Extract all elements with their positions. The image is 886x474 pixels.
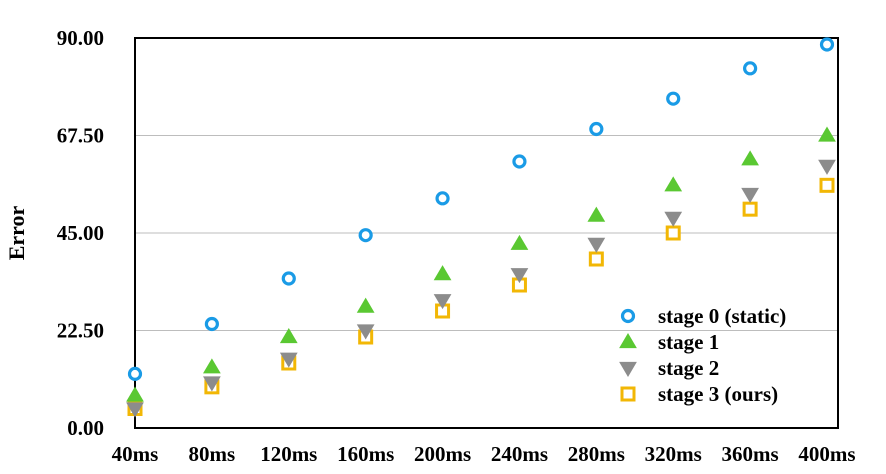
data-point: [819, 37, 835, 52]
legend-item: stage 0 (static): [620, 304, 786, 328]
data-point: [358, 228, 373, 243]
legend-item: stage 1: [619, 330, 719, 354]
data-point: [356, 297, 375, 313]
data-point: [587, 206, 606, 222]
data-point: [433, 294, 452, 310]
x-tick-label: 160ms: [337, 442, 394, 466]
y-tick-label: 67.50: [57, 124, 104, 148]
data-point: [819, 177, 835, 193]
x-tick-label: 400ms: [798, 442, 855, 466]
data-point: [433, 265, 452, 281]
x-tick-label: 280ms: [568, 442, 625, 466]
data-point: [204, 316, 219, 332]
legend-item: stage 3 (ours): [620, 382, 778, 406]
legend-item: stage 2: [619, 356, 719, 380]
data-point: [818, 126, 836, 142]
legend-label: stage 1: [658, 330, 719, 354]
data-point: [588, 251, 604, 267]
x-tick-label: 240ms: [491, 442, 548, 466]
data-point: [512, 154, 527, 169]
legend-label: stage 3 (ours): [658, 382, 778, 406]
x-tick-label: 200ms: [414, 442, 471, 466]
legend-label: stage 2: [658, 356, 719, 380]
legend-marker: [620, 386, 636, 402]
series-2: [126, 159, 836, 418]
data-point: [203, 358, 221, 374]
data-point: [741, 187, 759, 203]
data-point: [742, 201, 758, 217]
y-tick-label: 22.50: [57, 319, 104, 343]
series-3: [127, 177, 835, 416]
data-point: [741, 150, 759, 166]
y-tick-labels: 0.00 22.50 45.00 67.50 90.00: [57, 26, 104, 440]
data-point: [743, 61, 758, 76]
y-tick-label: 0.00: [67, 416, 104, 440]
y-tick-label: 45.00: [57, 221, 104, 245]
data-point: [279, 328, 298, 344]
data-point: [203, 376, 221, 392]
data-point: [435, 191, 450, 206]
x-tick-label: 360ms: [722, 442, 779, 466]
data-point: [666, 91, 681, 106]
data-point: [126, 402, 144, 418]
legend-label: stage 0 (static): [658, 304, 786, 328]
series-1: [126, 126, 836, 402]
x-tick-label: 120ms: [260, 442, 317, 466]
x-tick-label: 40ms: [112, 442, 159, 466]
plot-area-frame: [134, 37, 839, 429]
data-point: [356, 324, 375, 340]
x-tick-label: 320ms: [645, 442, 702, 466]
data-point: [279, 352, 298, 368]
data-point: [818, 159, 836, 175]
data-point: [510, 234, 529, 250]
y-axis-title: Error: [4, 205, 29, 260]
y-tick-label: 90.00: [57, 26, 104, 50]
data-point: [510, 268, 529, 284]
legend-marker: [620, 308, 636, 324]
data-point: [589, 121, 604, 137]
data-markers: [126, 37, 836, 418]
data-point: [126, 386, 144, 402]
x-tick-labels: 40ms 80ms 120ms 160ms 200ms 240ms 280ms 320ms 36…: [112, 442, 856, 466]
legend-marker: [619, 361, 637, 377]
data-point: [664, 211, 683, 227]
data-point: [587, 237, 606, 253]
grid-lines: [135, 135, 838, 331]
data-point: [664, 176, 683, 192]
series-0: [127, 37, 835, 381]
data-point: [127, 366, 143, 381]
data-point: [665, 225, 681, 241]
data-point: [281, 271, 296, 286]
x-tick-label: 80ms: [189, 442, 236, 466]
legend-marker: [619, 333, 637, 349]
